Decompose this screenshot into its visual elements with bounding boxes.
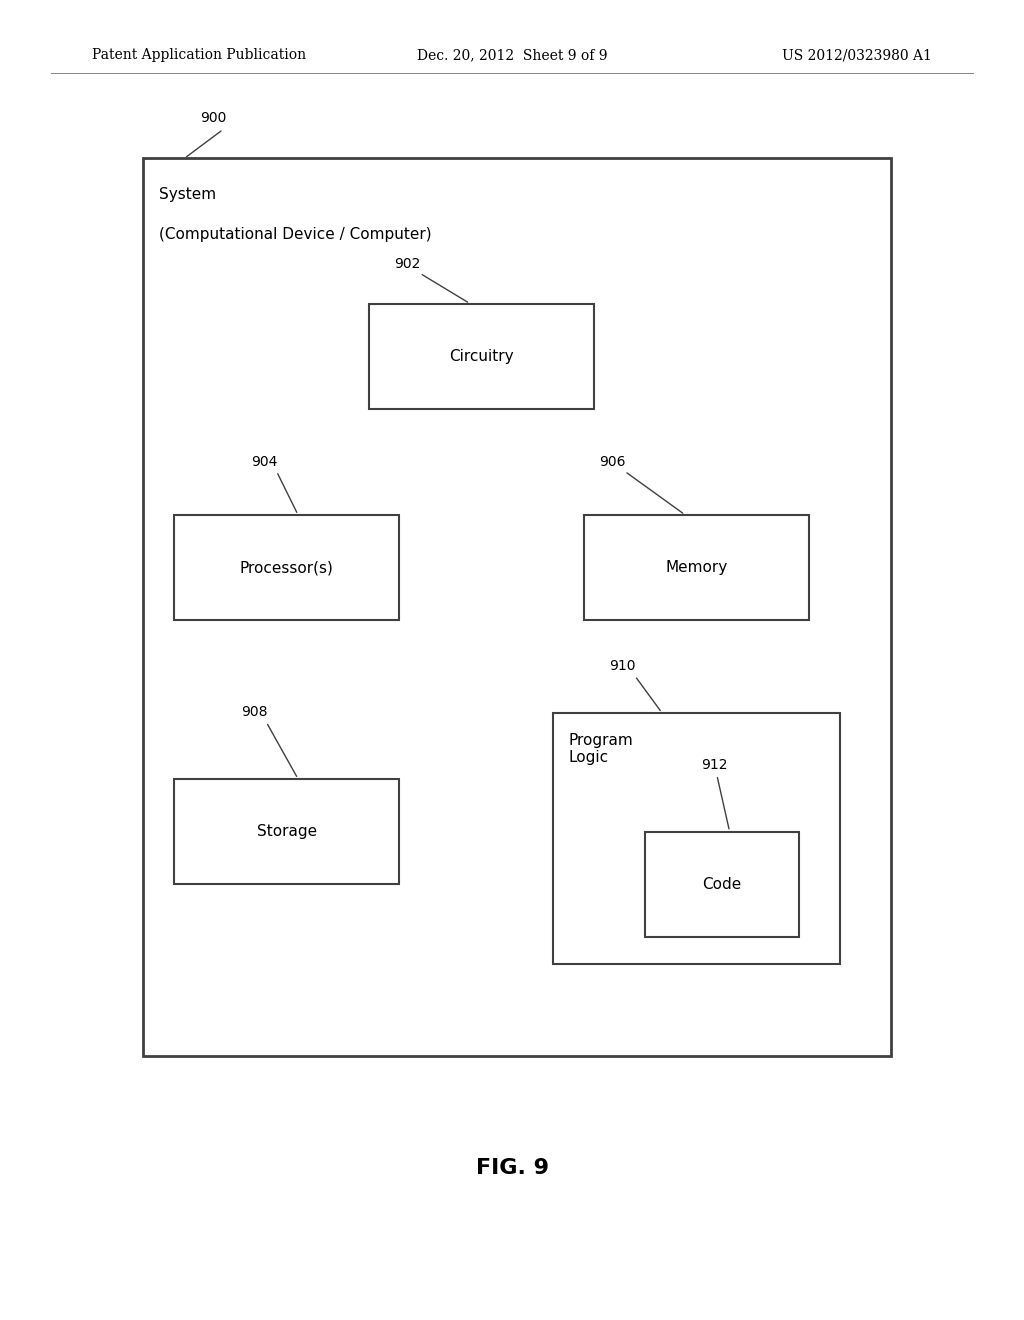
Text: US 2012/0323980 A1: US 2012/0323980 A1 [782, 49, 932, 62]
Text: Circuitry: Circuitry [449, 348, 514, 364]
FancyBboxPatch shape [369, 304, 594, 409]
Text: System: System [159, 187, 216, 202]
Text: 902: 902 [394, 256, 421, 271]
Text: Code: Code [702, 876, 741, 892]
Text: 908: 908 [241, 705, 267, 719]
Text: 910: 910 [609, 659, 636, 673]
Text: 904: 904 [251, 454, 278, 469]
FancyBboxPatch shape [174, 515, 399, 620]
FancyBboxPatch shape [645, 832, 799, 937]
Text: FIG. 9: FIG. 9 [475, 1158, 549, 1179]
Text: 900: 900 [200, 111, 226, 125]
Text: 912: 912 [701, 758, 728, 772]
FancyBboxPatch shape [584, 515, 809, 620]
Text: Dec. 20, 2012  Sheet 9 of 9: Dec. 20, 2012 Sheet 9 of 9 [417, 49, 607, 62]
FancyBboxPatch shape [553, 713, 840, 964]
FancyBboxPatch shape [174, 779, 399, 884]
Text: Program
Logic: Program Logic [568, 733, 633, 766]
Text: Memory: Memory [666, 560, 727, 576]
Text: (Computational Device / Computer): (Computational Device / Computer) [159, 227, 431, 242]
Text: 906: 906 [599, 454, 626, 469]
Text: Processor(s): Processor(s) [240, 560, 334, 576]
FancyBboxPatch shape [143, 158, 891, 1056]
Text: Storage: Storage [257, 824, 316, 840]
Text: Patent Application Publication: Patent Application Publication [92, 49, 306, 62]
